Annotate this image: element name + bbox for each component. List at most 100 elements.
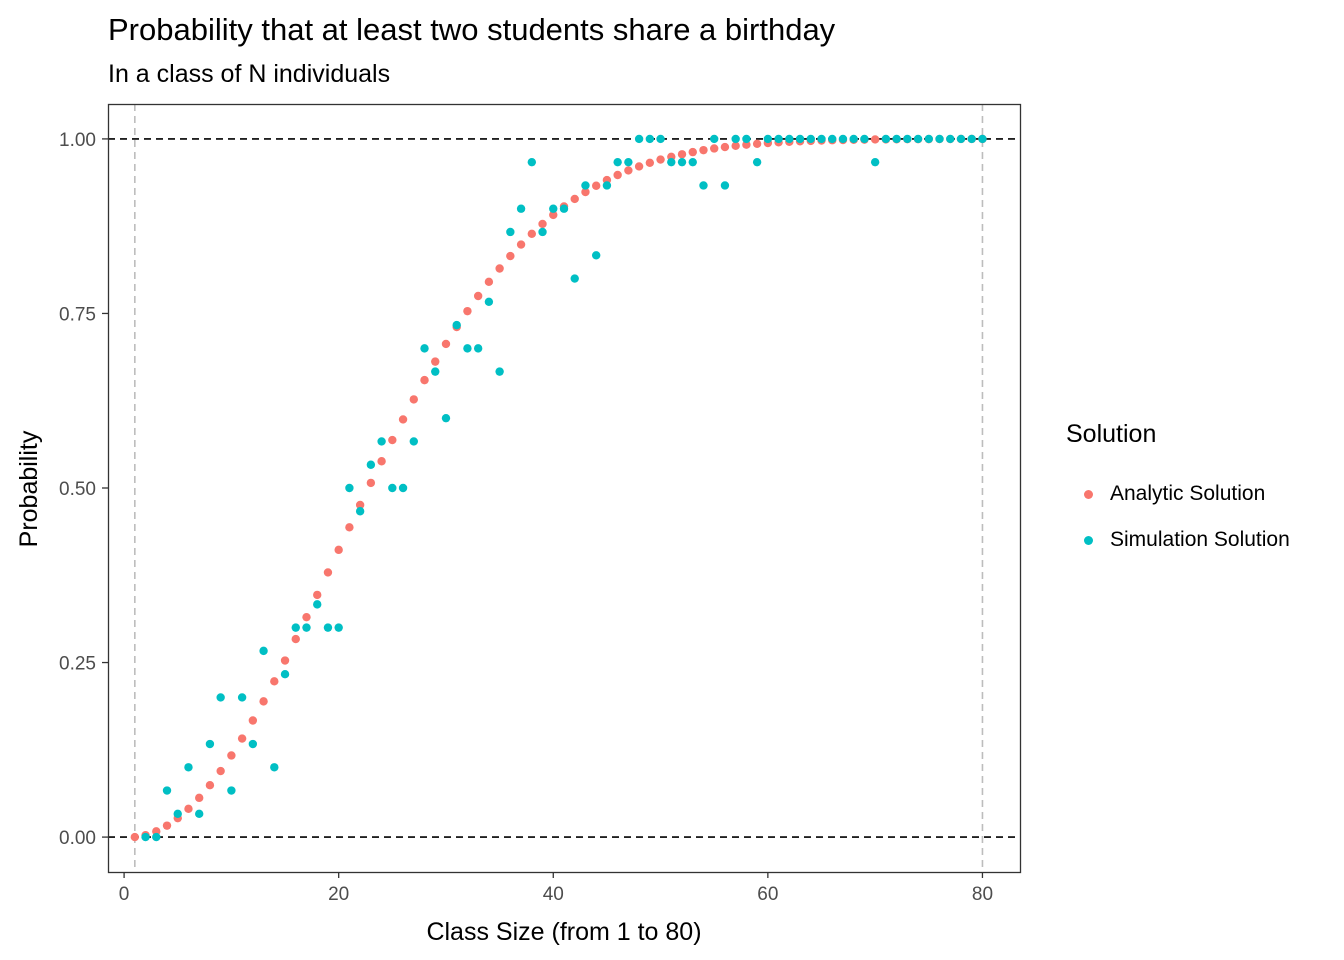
simulation-point <box>420 344 429 353</box>
simulation-point <box>677 157 687 167</box>
simulation-point <box>280 670 290 679</box>
simulation-point <box>345 483 354 493</box>
simulation-point <box>774 134 783 144</box>
simulation-point <box>720 181 730 190</box>
y-tick-label: 0.25 <box>59 654 96 675</box>
simulation-point <box>495 367 504 376</box>
analytic-point <box>409 395 418 404</box>
y-tick-label: 0.00 <box>59 828 96 849</box>
simulation-point <box>431 367 440 376</box>
simulation-point <box>978 134 987 144</box>
simulation-point <box>463 344 472 353</box>
analytic-point <box>731 141 740 151</box>
analytic-point <box>184 804 193 814</box>
analytic-point <box>270 677 279 686</box>
simulation-point <box>323 623 333 632</box>
simulation-point <box>763 134 773 144</box>
y-axis: 0.00 0.25 0.50 0.75 1.00 <box>59 130 108 849</box>
simulation-point <box>195 809 204 819</box>
simulation-point <box>291 623 300 632</box>
simulation-point <box>699 181 708 190</box>
simulation-point <box>334 623 343 632</box>
analytic-point <box>581 187 590 197</box>
simulation-point <box>538 227 547 237</box>
simulation-point <box>527 157 537 167</box>
simulation-point <box>860 134 869 144</box>
simulation-point <box>398 483 408 493</box>
analytic-point <box>473 291 483 301</box>
simulation-point <box>237 693 247 702</box>
simulation-point <box>409 437 418 446</box>
analytic-point <box>441 339 451 349</box>
analytic-point <box>549 210 558 220</box>
simulation-point <box>967 134 976 144</box>
chart-title: Probability that at least two students s… <box>108 12 836 47</box>
simulation-point <box>313 600 322 609</box>
simulation-point <box>366 460 376 469</box>
simulation-point <box>656 134 665 144</box>
analytic-point <box>195 793 204 803</box>
analytic-point <box>366 478 376 488</box>
analytic-point <box>162 821 172 830</box>
simulation-point <box>205 739 215 749</box>
simulation-point <box>785 134 794 144</box>
analytic-point <box>377 457 386 466</box>
analytic-point <box>570 194 579 204</box>
simulation-point <box>903 134 912 144</box>
simulation-point <box>838 134 848 144</box>
analytic-point <box>624 166 633 175</box>
analytic-point <box>634 162 644 171</box>
simulation-point <box>248 739 258 749</box>
simulation-point <box>613 157 622 167</box>
simulation-point <box>634 134 644 144</box>
analytic-series <box>130 134 987 842</box>
simulation-point <box>516 204 526 213</box>
simulation-point <box>817 134 826 144</box>
simulation-point <box>259 646 268 656</box>
simulation-point <box>570 274 579 283</box>
legend-dot-analytic <box>1083 489 1093 499</box>
analytic-point <box>484 277 494 287</box>
y-axis-title: Probability <box>15 430 43 547</box>
simulation-point <box>881 134 891 144</box>
simulation-point <box>956 134 966 144</box>
simulation-point <box>559 204 569 213</box>
simulation-point <box>688 157 697 167</box>
analytic-point <box>752 139 762 148</box>
analytic-point <box>355 500 365 510</box>
analytic-point <box>216 766 225 776</box>
chart-subtitle: In a class of N individuals <box>108 60 391 88</box>
analytic-point <box>280 656 290 665</box>
simulation-point <box>742 134 751 144</box>
analytic-point <box>516 240 526 249</box>
analytic-point <box>870 135 880 144</box>
simulation-point <box>355 507 365 516</box>
analytic-point <box>656 155 665 164</box>
legend-label-simulation: Simulation Solution <box>1110 528 1290 551</box>
simulation-point <box>924 134 933 144</box>
simulation-point <box>624 157 633 167</box>
legend-title: Solution <box>1066 420 1157 448</box>
simulation-point <box>227 786 236 795</box>
analytic-point <box>420 375 429 385</box>
x-axis-title: Class Size (from 1 to 80) <box>426 918 701 946</box>
simulation-point <box>806 134 815 144</box>
y-tick-label: 0.50 <box>59 479 96 500</box>
analytic-point <box>591 181 601 190</box>
simulation-point <box>141 832 150 842</box>
simulation-point <box>173 809 182 819</box>
analytic-point <box>720 142 730 152</box>
simulation-point <box>892 134 901 144</box>
analytic-point <box>388 435 397 445</box>
legend-dot-simulation <box>1083 535 1093 545</box>
simulation-point <box>731 134 740 144</box>
simulation-point <box>591 251 601 260</box>
simulation-point <box>302 623 311 632</box>
analytic-point <box>130 832 140 842</box>
simulation-point <box>549 204 558 213</box>
simulation-point <box>441 413 451 423</box>
simulation-series <box>141 134 987 842</box>
simulation-point <box>710 134 719 144</box>
analytic-point <box>227 751 236 760</box>
simulation-point <box>913 134 923 144</box>
